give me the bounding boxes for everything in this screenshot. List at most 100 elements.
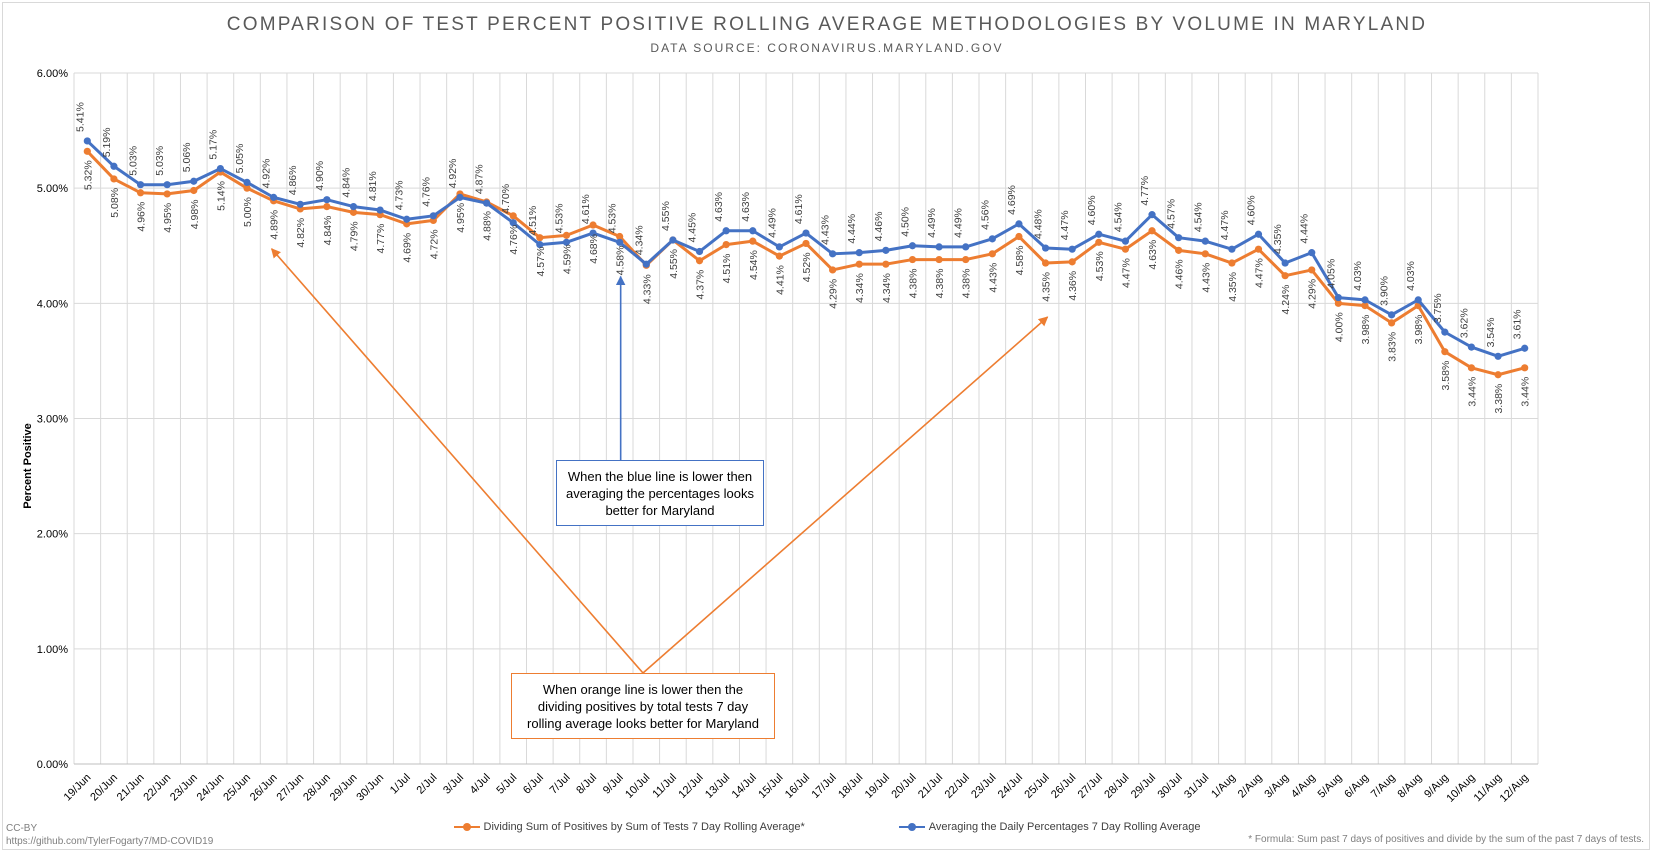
x-tick-label: 19/Jun bbox=[62, 772, 94, 804]
data-label-orange: 3.98% bbox=[1413, 315, 1425, 345]
data-point-blue bbox=[1308, 249, 1316, 257]
data-point-orange bbox=[988, 250, 996, 258]
data-label-blue: 5.19% bbox=[101, 128, 113, 158]
data-label-orange: 4.38% bbox=[934, 269, 946, 299]
x-tick-label: 20/Jun bbox=[88, 772, 120, 804]
data-point-blue bbox=[642, 260, 650, 268]
data-label-orange: 5.32% bbox=[82, 160, 94, 190]
data-label-blue: 4.55% bbox=[660, 201, 672, 231]
data-label-orange: 4.51% bbox=[721, 254, 733, 284]
data-label-blue: 4.76% bbox=[420, 177, 432, 207]
data-label-orange: 3.38% bbox=[1493, 384, 1505, 414]
data-point-blue bbox=[270, 193, 278, 201]
source-link[interactable]: https://github.com/TylerFogarty7/MD-COVI… bbox=[6, 836, 214, 847]
data-label-blue: 5.03% bbox=[154, 146, 166, 176]
data-point-blue bbox=[1148, 211, 1156, 219]
data-point-orange bbox=[562, 231, 571, 239]
x-tick-label: 19/Jul bbox=[863, 772, 892, 801]
x-tick-label: 21/Jun bbox=[115, 772, 147, 804]
data-point-orange bbox=[190, 186, 198, 195]
data-label-blue: 4.70% bbox=[500, 184, 512, 214]
data-point-orange bbox=[935, 255, 943, 264]
data-point-blue bbox=[962, 243, 970, 251]
data-label-orange: 4.55% bbox=[668, 249, 680, 279]
data-point-orange bbox=[695, 257, 704, 265]
data-label-orange: 3.44% bbox=[1520, 377, 1532, 407]
data-label-blue: 4.45% bbox=[687, 213, 699, 243]
data-label-orange: 4.59% bbox=[561, 244, 573, 274]
data-label-orange: 4.37% bbox=[695, 270, 707, 300]
data-point-blue bbox=[136, 181, 145, 189]
x-tick-label: 29/Jun bbox=[328, 772, 360, 804]
x-tick-label: 28/Jun bbox=[301, 772, 333, 804]
x-axis-ticks: 19/Jun20/Jun21/Jun22/Jun23/Jun24/Jun25/J… bbox=[62, 772, 1531, 805]
data-point-orange bbox=[243, 184, 251, 192]
x-tick-label: 23/Jul bbox=[969, 772, 998, 801]
data-point-orange bbox=[323, 202, 331, 211]
data-label-orange: 4.82% bbox=[295, 218, 307, 248]
data-point-orange bbox=[1494, 371, 1502, 379]
data-label-orange: 4.24% bbox=[1280, 285, 1292, 315]
x-tick-label: 26/Jun bbox=[248, 772, 280, 804]
data-label-orange: 5.08% bbox=[109, 188, 121, 218]
data-label-orange: 4.57% bbox=[535, 247, 547, 277]
data-label-orange: 5.00% bbox=[242, 197, 254, 227]
data-label-orange: 4.58% bbox=[1014, 246, 1026, 276]
data-label-orange: 4.53% bbox=[1094, 251, 1106, 281]
data-label-orange: 4.35% bbox=[1041, 272, 1053, 302]
data-label-blue: 4.60% bbox=[1246, 195, 1258, 225]
data-label-blue: 5.17% bbox=[207, 130, 219, 160]
data-point-orange bbox=[1201, 250, 1209, 258]
data-point-orange bbox=[1521, 364, 1529, 372]
data-point-blue bbox=[296, 200, 304, 208]
x-tick-label: 3/Jul bbox=[441, 772, 466, 797]
x-tick-label: 24/Jul bbox=[996, 772, 1025, 801]
data-point-blue bbox=[243, 178, 251, 187]
data-point-orange bbox=[1148, 227, 1156, 235]
data-point-blue bbox=[323, 196, 331, 204]
data-label-blue: 4.61% bbox=[793, 194, 805, 224]
data-label-orange: 4.29% bbox=[1307, 279, 1319, 309]
data-point-blue bbox=[1334, 293, 1342, 302]
data-point-orange bbox=[589, 221, 597, 229]
data-point-orange bbox=[349, 208, 358, 216]
data-point-blue bbox=[110, 162, 118, 170]
data-point-blue bbox=[429, 212, 437, 220]
data-point-orange bbox=[536, 234, 544, 242]
data-label-blue: 4.90% bbox=[314, 161, 326, 191]
data-label-blue: 4.53% bbox=[607, 204, 619, 234]
orange-annotation-arrow-right bbox=[642, 316, 1049, 674]
orange-annotation-arrow-left bbox=[271, 248, 644, 674]
data-label-orange: 3.98% bbox=[1360, 315, 1372, 345]
legend-marker-orange bbox=[453, 822, 480, 832]
legend-label-blue: Averaging the Daily Percentages 7 Day Ro… bbox=[928, 821, 1201, 833]
y-tick-label: 5.00% bbox=[37, 183, 68, 195]
data-point-orange bbox=[775, 252, 783, 260]
data-point-blue bbox=[1281, 259, 1289, 267]
x-tick-label: 6/Jul bbox=[521, 772, 546, 797]
data-point-orange bbox=[1121, 245, 1130, 253]
data-point-orange bbox=[962, 255, 970, 264]
data-point-blue bbox=[829, 250, 837, 258]
y-tick-label: 4.00% bbox=[37, 298, 68, 310]
data-point-blue bbox=[589, 229, 597, 237]
chart-subtitle: DATA SOURCE: CORONAVIRUS.MARYLAND.GOV bbox=[650, 41, 1004, 55]
x-tick-label: 7/Jul bbox=[548, 772, 573, 797]
legend-item-orange: Dividing Sum of Positives by Sum of Test… bbox=[453, 821, 805, 833]
data-label-orange: 4.47% bbox=[1120, 258, 1132, 288]
data-point-orange bbox=[163, 190, 171, 198]
data-label-orange: 4.79% bbox=[348, 221, 360, 251]
x-tick-label: 7/Aug bbox=[1369, 772, 1398, 801]
data-label-orange: 4.98% bbox=[189, 199, 201, 229]
x-tick-label: 17/Jul bbox=[809, 772, 838, 801]
data-label-orange: 5.14% bbox=[215, 181, 227, 211]
data-label-orange: 4.95% bbox=[455, 203, 467, 233]
data-label-blue: 3.54% bbox=[1485, 318, 1497, 348]
data-label-blue: 4.47% bbox=[1059, 210, 1071, 240]
data-point-blue bbox=[882, 246, 890, 254]
data-point-blue bbox=[1201, 237, 1209, 245]
x-tick-label: 27/Jun bbox=[275, 772, 307, 804]
data-point-blue bbox=[456, 193, 464, 201]
x-tick-label: 28/Jul bbox=[1102, 772, 1131, 801]
